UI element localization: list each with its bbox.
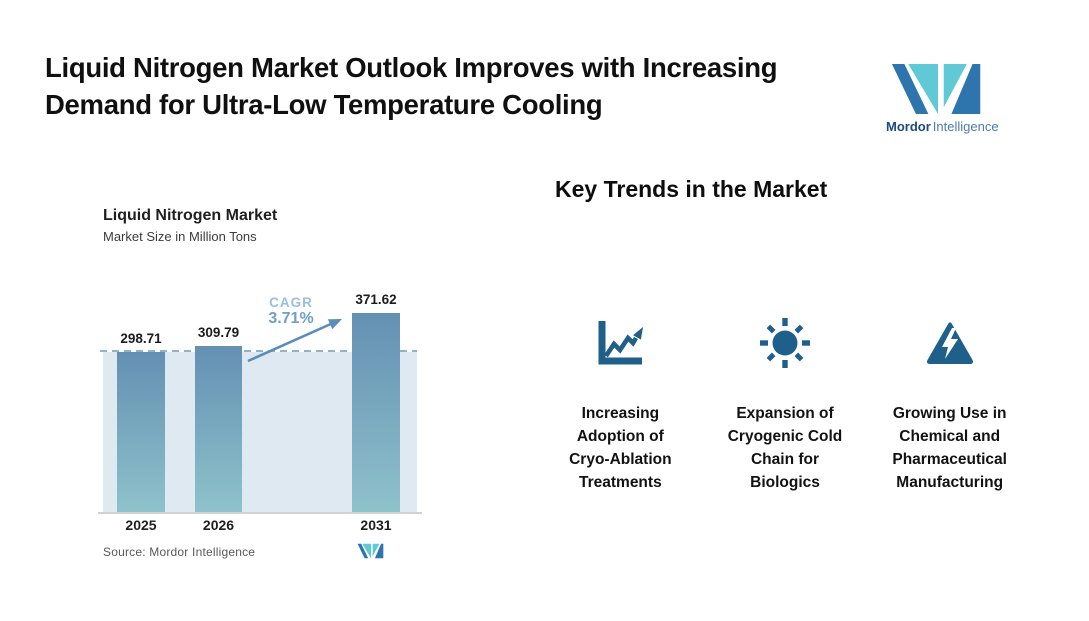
trend-icon-box (703, 314, 868, 372)
trend-caption: Growing Use in Chemical and Pharmaceutical… (892, 405, 1007, 491)
bar-2026 (195, 346, 242, 512)
brand-word-bold: Mordor (886, 119, 931, 134)
mordor-logo-icon (891, 64, 981, 114)
x-axis-label: 2025 (125, 517, 157, 533)
trend-icon-box (538, 314, 703, 372)
bar-value-label: 309.79 (197, 325, 240, 340)
source-caption: Source: Mordor Intelligence (103, 545, 256, 559)
dashed-reference-line (100, 350, 417, 352)
bar-value-label: 298.71 (120, 331, 162, 346)
brand-logo: Mordor Intelligence (886, 62, 999, 134)
page-title: Liquid Nitrogen Market Outlook Improves … (45, 50, 778, 123)
trend-icon-box (867, 314, 1032, 372)
page-title-line2: Demand for Ultra-Low Temperature Cooling (45, 88, 603, 120)
x-axis-label: 2026 (202, 517, 235, 533)
bar-value-label: 371.62 (355, 292, 397, 307)
x-axis-line (98, 512, 422, 514)
trend-item: Increasing Adoption of Cryo-Ablation Treatm… (538, 314, 703, 494)
brand-wordmark: Mordor Intelligence (886, 119, 999, 134)
warning-lightning-icon (926, 322, 973, 364)
bar-2031 (352, 313, 400, 512)
trend-item: Expansion of Cryogenic Cold Chain for Biolo… (703, 314, 868, 494)
trend-caption: Expansion of Cryogenic Cold Chain for Biolo… (727, 405, 843, 491)
trend-caption: Increasing Adoption of Cryo-Ablation Treatm… (569, 405, 672, 491)
cagr-label: CAGR (269, 295, 313, 310)
cagr-value: 3.71% (268, 310, 314, 327)
chart-title: Liquid Nitrogen Market (103, 207, 278, 224)
plot-area: 298.71 2025 309.79 2026 371.62 2031 CAGR 3.71… (98, 205, 432, 540)
bar-2025 (117, 352, 165, 512)
sun-icon (760, 318, 810, 368)
x-axis-label: 2031 (360, 517, 392, 533)
cagr-annotation: CAGR 3.71% (245, 295, 337, 328)
trends-row: Increasing Adoption of Cryo-Ablation Treatm… (538, 314, 1032, 494)
page-title-line1: Liquid Nitrogen Market Outlook Improves … (45, 52, 778, 83)
source-row: Source: Mordor Intelligence (103, 543, 420, 561)
growth-arrow-icon (247, 319, 342, 363)
chart-subtitle: Market Size in Million Tons (103, 229, 257, 244)
line-chart-up-icon (598, 321, 644, 365)
brand-word-light: Intelligence (932, 119, 999, 134)
trend-item: Growing Use in Chemical and Pharmaceutical… (867, 314, 1032, 494)
mordor-mini-logo-icon (357, 543, 384, 559)
trends-heading: Key Trends in the Market (555, 176, 828, 202)
chart-panel: Liquid Nitrogen Market Market Size in Mi… (98, 205, 432, 585)
